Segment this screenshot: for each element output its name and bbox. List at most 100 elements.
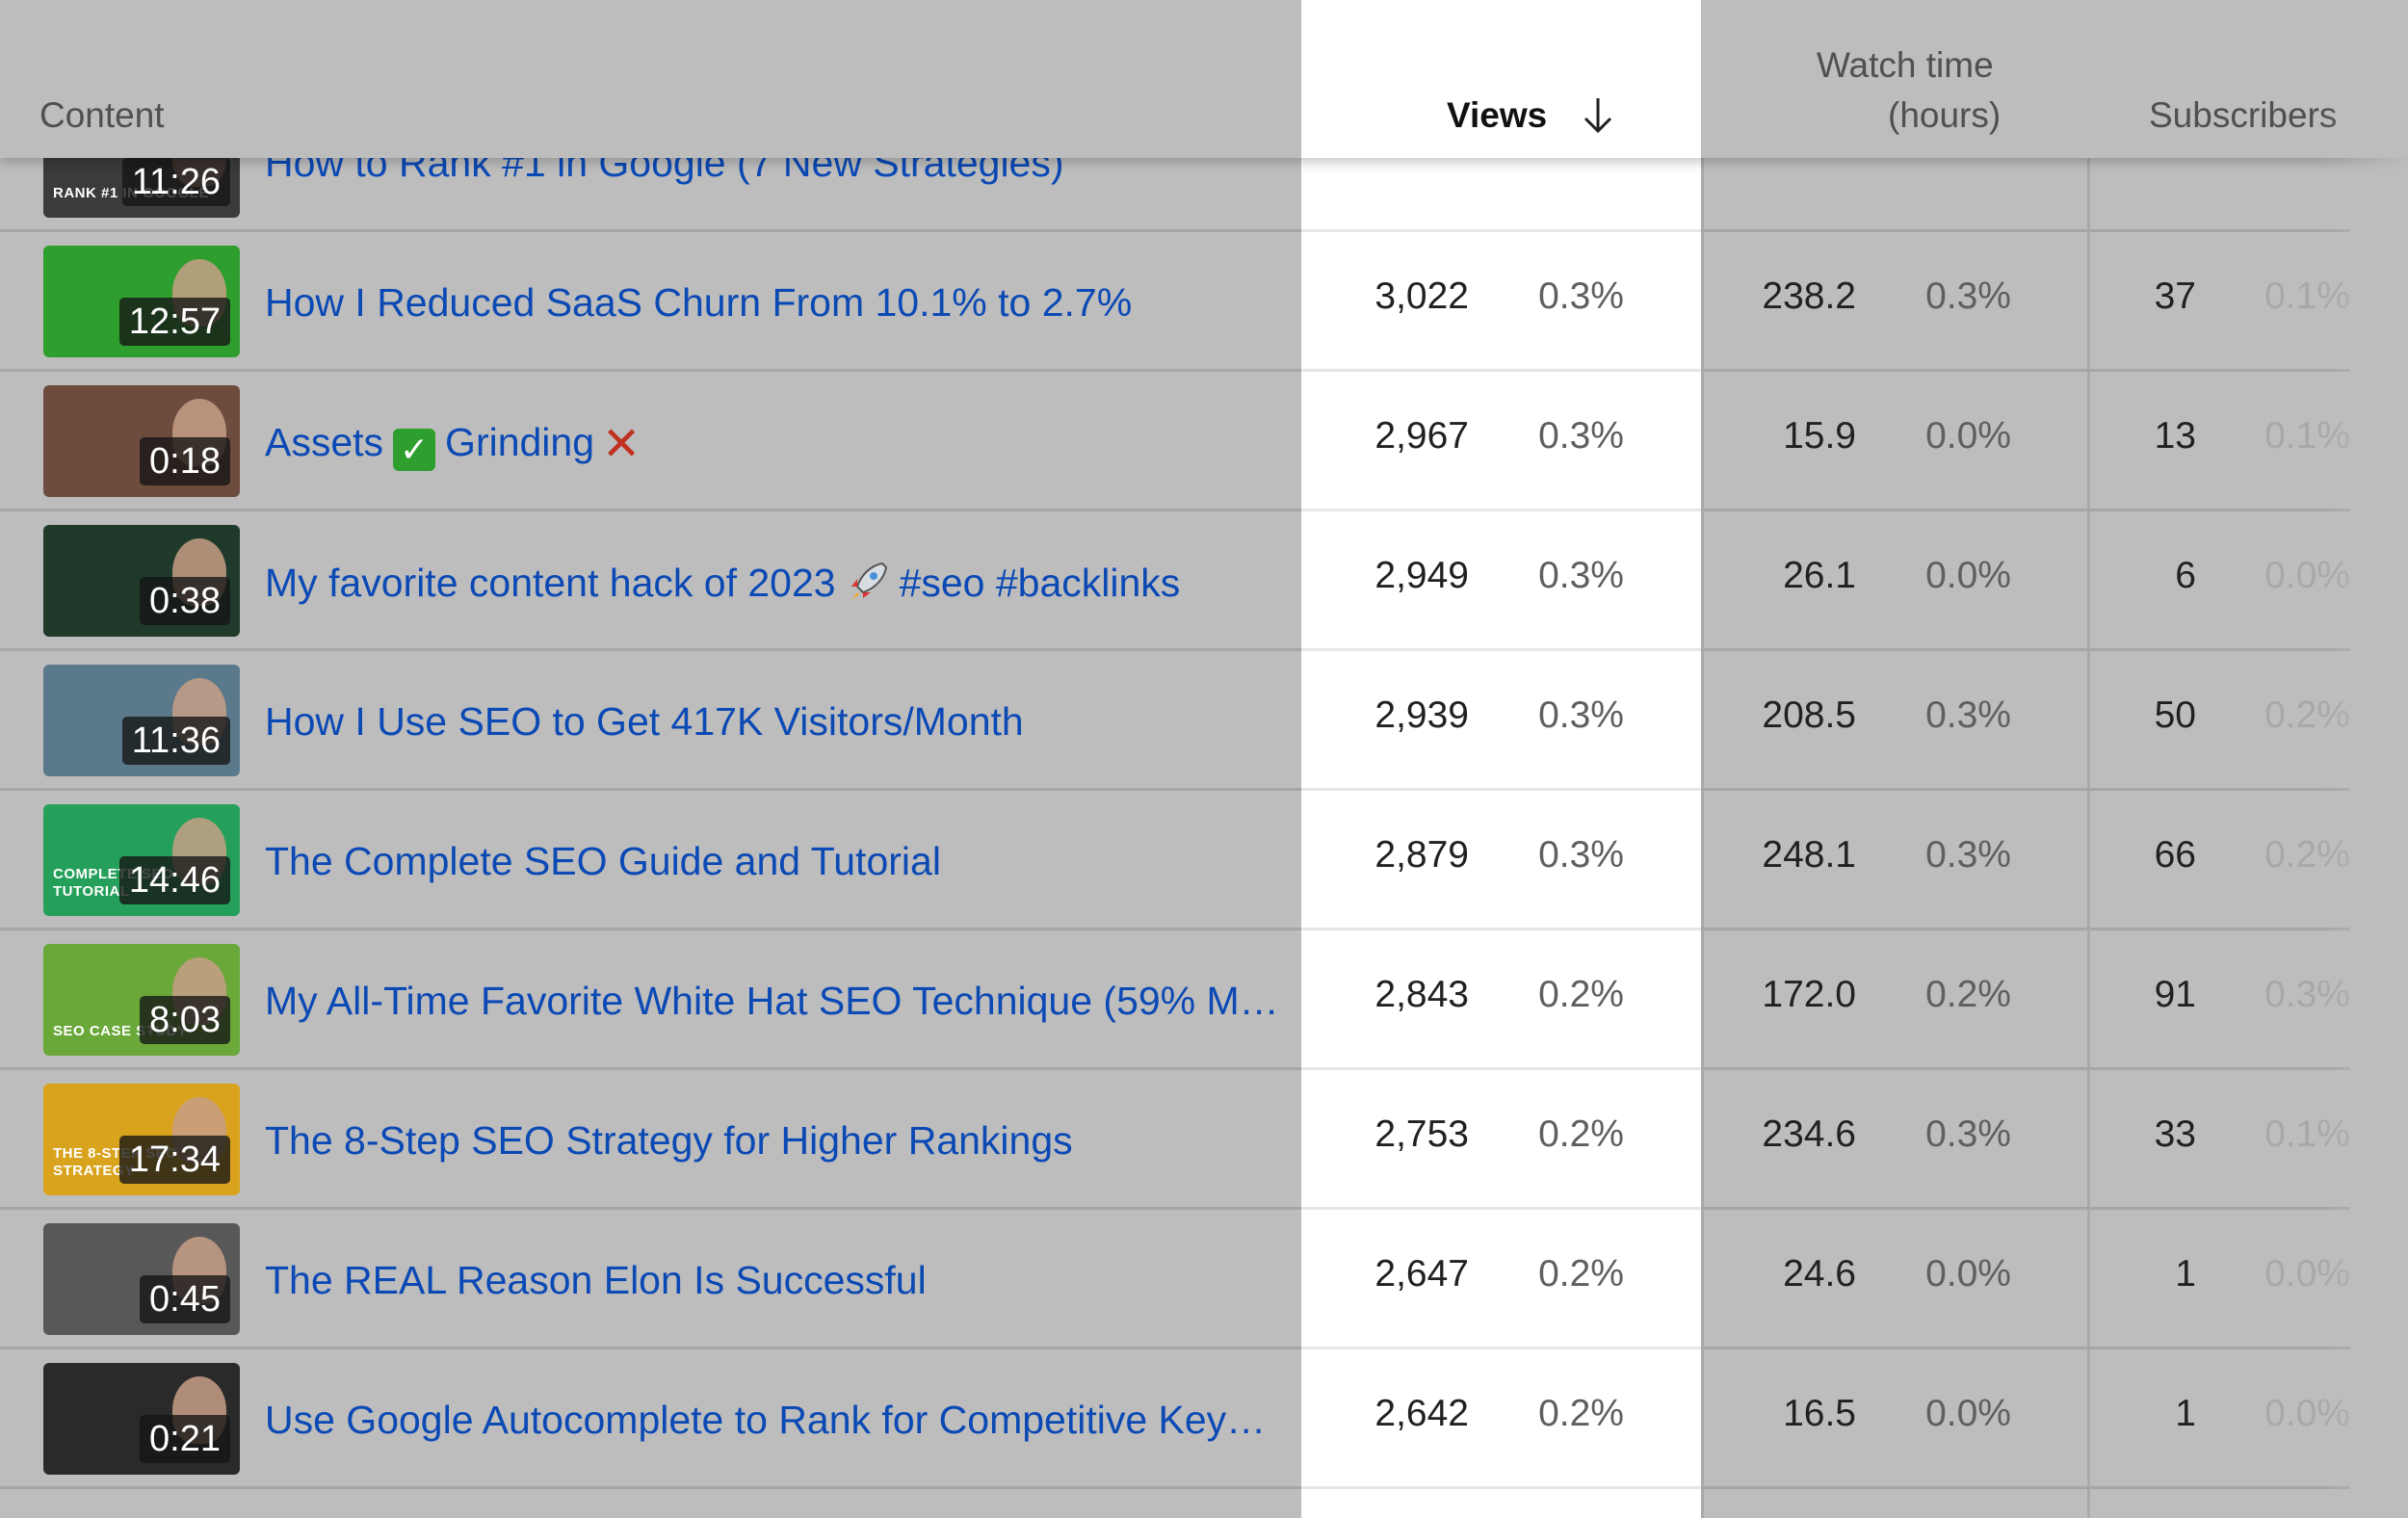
video-title-link[interactable]: The 8-Step SEO Strategy for Higher Ranki… xyxy=(265,1116,1073,1165)
views-value: 2,843 xyxy=(1374,974,1469,1015)
views-value: 2,879 xyxy=(1374,834,1469,876)
watch-time-percent: 0.0% xyxy=(1925,1393,2011,1434)
views-value: 3,022 xyxy=(1374,275,1469,317)
video-title-text: How I Reduced SaaS Churn From 10.1% to 2… xyxy=(265,280,1133,325)
video-title-link[interactable]: How I Reduced SaaS Churn From 10.1% to 2… xyxy=(265,278,1132,327)
views-value: 2,939 xyxy=(1374,694,1469,736)
watch-time-percent: 0.3% xyxy=(1925,1113,2011,1155)
subscribers-value: 1 xyxy=(2175,1253,2196,1295)
video-title-link[interactable]: My All-Time Favorite White Hat SEO Techn… xyxy=(265,977,1279,1025)
watch-time-value: 26.1 xyxy=(1783,555,1856,596)
subscribers-value: 37 xyxy=(2154,275,2196,317)
views-percent: 0.3% xyxy=(1538,694,1624,736)
video-title-text: My All-Time Favorite White Hat SEO Techn… xyxy=(265,979,1279,1023)
row-divider xyxy=(0,1347,2350,1349)
watch-time-header-line1[interactable]: Watch time xyxy=(1817,45,1994,85)
watch-time-header-line2[interactable]: (hours) xyxy=(1888,95,2002,135)
video-title-text: #seo #backlinks xyxy=(899,561,1181,605)
video-thumbnail[interactable]: RANK #1 IN GOOGLE 11:26 xyxy=(43,106,240,218)
watch-time-percent: 0.0% xyxy=(1925,555,2011,596)
row-divider xyxy=(0,229,2350,232)
column-divider xyxy=(1701,0,1704,1518)
video-duration: 14:46 xyxy=(118,856,230,904)
video-thumbnail[interactable]: COMPLETE SEO TUTORIAL 14:46 xyxy=(43,804,240,916)
video-duration: 0:45 xyxy=(140,1275,230,1323)
video-title-text: The 8-Step SEO Strategy for Higher Ranki… xyxy=(265,1118,1073,1163)
row-divider xyxy=(1301,788,1701,791)
watch-time-value: 208.5 xyxy=(1762,694,1856,736)
table-row[interactable]: 12:57 How I Reduced SaaS Churn From 10.1%… xyxy=(0,232,2408,372)
row-divider xyxy=(1301,229,1701,232)
video-duration: 11:26 xyxy=(121,158,230,206)
video-thumbnail[interactable]: 12:57 xyxy=(43,246,240,357)
views-value: 2,647 xyxy=(1374,1253,1469,1295)
video-thumbnail[interactable]: SEO CASE STUDY 8:03 xyxy=(43,944,240,1056)
subscribers-column-header[interactable]: Subscribers xyxy=(2149,95,2338,135)
watch-time-value: 234.6 xyxy=(1762,1113,1856,1155)
row-divider xyxy=(1301,1067,1701,1070)
row-divider xyxy=(1301,369,1701,372)
video-title-text: How I Use SEO to Get 417K Visitors/Month xyxy=(265,699,1024,744)
table-row[interactable]: SEO CASE STUDY 8:03 My All-Time Favorite W… xyxy=(0,930,2408,1070)
row-divider xyxy=(0,1067,2350,1070)
row-divider xyxy=(1301,1207,1701,1210)
video-thumbnail[interactable]: THE 8-STEP SEO STRATEGY 17:34 xyxy=(43,1084,240,1195)
video-title-text: The REAL Reason Elon Is Successful xyxy=(265,1258,927,1302)
views-header-highlight xyxy=(1301,0,1701,158)
watch-time-value: 15.9 xyxy=(1783,415,1856,457)
video-title-text: Grinding xyxy=(445,420,595,464)
video-title-link[interactable]: Use Google Autocomplete to Rank for Comp… xyxy=(265,1396,1266,1444)
video-title-link[interactable]: My favorite content hack of 2023 #seo #ba… xyxy=(265,558,1180,607)
subscribers-value: 6 xyxy=(2175,555,2196,596)
video-duration: 8:03 xyxy=(140,996,230,1044)
table-row[interactable]: 0:45 The REAL Reason Elon Is Successful 2,… xyxy=(0,1210,2408,1349)
video-title-link[interactable]: The REAL Reason Elon Is Successful xyxy=(265,1256,927,1304)
views-percent: 0.2% xyxy=(1538,1253,1624,1295)
table-header: Content Views Watch time (hours) Subscri… xyxy=(0,0,2408,158)
table-row[interactable]: 0:18 Assets ✓ Grinding ✕ 2,967 0.3% 15.9 0.0% 13 0… xyxy=(0,372,2408,511)
video-thumbnail[interactable]: 0:18 xyxy=(43,385,240,497)
watch-time-value: 16.5 xyxy=(1783,1393,1856,1434)
table-row[interactable]: 0:21 Use Google Autocomplete to Rank for … xyxy=(0,1349,2408,1489)
watch-time-value: 172.0 xyxy=(1762,974,1856,1015)
column-divider xyxy=(2087,0,2090,1518)
row-divider xyxy=(1301,648,1701,651)
row-divider xyxy=(0,369,2350,372)
views-percent: 0.3% xyxy=(1538,275,1624,317)
views-column-header[interactable]: Views xyxy=(1447,95,1548,135)
video-thumbnail[interactable]: 0:38 xyxy=(43,525,240,637)
subscribers-value: 50 xyxy=(2154,694,2196,736)
video-title-link[interactable]: The Complete SEO Guide and Tutorial xyxy=(265,837,941,885)
table-row[interactable]: COMPLETE SEO TUTORIAL 14:46 The Complete S… xyxy=(0,791,2408,930)
row-divider xyxy=(0,928,2350,930)
video-duration: 17:34 xyxy=(118,1136,230,1184)
content-column-header[interactable]: Content xyxy=(39,95,165,135)
arrow-down-icon[interactable] xyxy=(1581,94,1615,135)
row-divider xyxy=(1301,928,1701,930)
video-thumbnail[interactable]: 0:45 xyxy=(43,1223,240,1335)
video-title-text: My favorite content hack of 2023 xyxy=(265,561,836,605)
subscribers-value: 13 xyxy=(2154,415,2196,457)
table-row[interactable]: THE 8-STEP SEO STRATEGY 17:34 The 8-Step S… xyxy=(0,1070,2408,1210)
video-title-text: The Complete SEO Guide and Tutorial xyxy=(265,839,941,883)
check-mark-icon: ✓ xyxy=(393,429,436,471)
table-row[interactable]: 11:36 How I Use SEO to Get 417K Visitors/… xyxy=(0,651,2408,791)
subscribers-value: 66 xyxy=(2154,834,2196,876)
rocket-icon xyxy=(851,562,887,600)
views-value: 2,967 xyxy=(1374,415,1469,457)
video-title-link[interactable]: Assets ✓ Grinding ✕ xyxy=(265,418,641,471)
row-divider xyxy=(1301,1486,1701,1489)
row-divider xyxy=(0,509,2350,511)
table-row[interactable]: 0:38 My favorite content hack of 2023 #seo… xyxy=(0,511,2408,651)
subscribers-value: 1 xyxy=(2175,1393,2196,1434)
watch-time-value: 238.2 xyxy=(1762,275,1856,317)
video-title-link[interactable]: How I Use SEO to Get 417K Visitors/Month xyxy=(265,697,1024,746)
cross-mark-icon: ✕ xyxy=(602,419,641,470)
watch-time-percent: 0.3% xyxy=(1925,275,2011,317)
video-thumbnail[interactable]: 11:36 xyxy=(43,665,240,776)
views-percent: 0.3% xyxy=(1538,834,1624,876)
video-thumbnail[interactable]: 0:21 xyxy=(43,1363,240,1475)
horizontal-scroll-fade xyxy=(2321,0,2408,1518)
views-percent: 0.2% xyxy=(1538,1393,1624,1434)
